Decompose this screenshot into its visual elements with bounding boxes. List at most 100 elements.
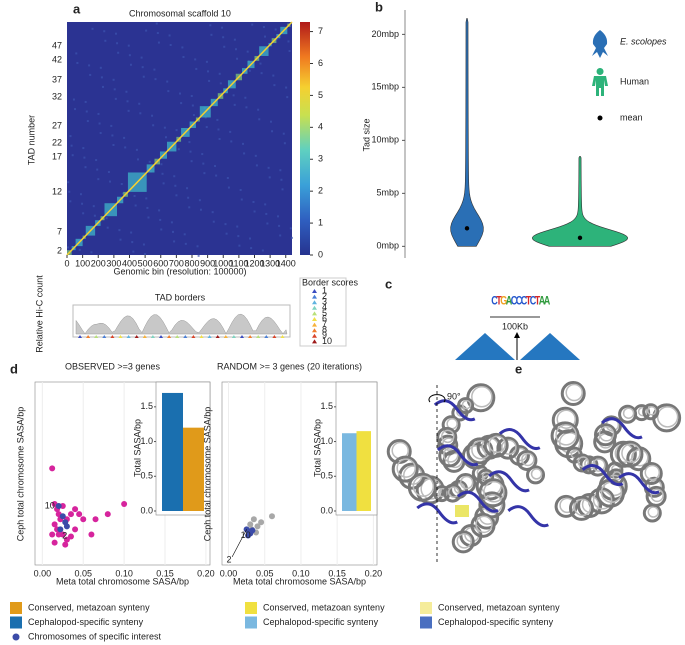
heatmap-texture [249,237,252,240]
x-axis-label: Meta total chromosome SASA/bp [233,576,366,586]
point-label: 10 [45,500,55,510]
heatmap-texture [210,33,213,36]
heatmap-texture [243,152,246,155]
heatmap-texture [232,94,235,97]
heatmap-texture [109,180,112,183]
heatmap-texture [97,178,100,181]
heatmap-texture [120,182,123,185]
chromatin-coil [622,407,635,419]
tad-label: 22 [52,137,62,147]
chromatin-coil [457,397,475,415]
heatmap-texture [218,138,221,141]
chromatin-coil [551,406,579,434]
point [55,503,62,510]
diagonal [66,21,293,256]
legend-label: 2 [322,291,327,301]
point [76,511,83,518]
chromatin-coil [488,435,506,454]
heatmap-texture [179,92,182,95]
chromatin-coil [442,447,459,463]
border-marker [240,335,244,338]
heatmap-texture [85,110,88,113]
border-marker [150,335,155,338]
heatmap-texture [163,126,166,129]
heatmap-texture [217,128,220,131]
x-tick-label: 1300 [260,258,280,268]
legend-swatch [420,616,432,629]
heatmap-texture [95,159,98,162]
heatmap-texture [201,153,204,156]
chromatin-coil [483,432,509,458]
label-leader [231,529,247,558]
heatmap-texture [266,222,269,225]
y-tick-label: 1.5 [320,401,333,411]
border-marker [248,335,253,338]
chromatin-coil [646,406,657,416]
tad-triangle [520,333,580,360]
heatmap-texture [103,30,106,33]
heatmap-texture [119,238,122,241]
heatmap-texture [261,249,264,252]
chromatin-highlight [416,502,458,525]
heatmap-texture [152,124,155,127]
bar [342,433,357,511]
heatmap-texture [114,97,117,100]
x-tick-label: 600 [153,258,168,268]
point [63,523,70,530]
heatmap-texture [265,212,268,215]
heatmap-texture [145,197,148,200]
heatmap-texture [264,35,267,38]
tad-label: 7 [57,226,62,236]
border-marker [199,335,204,338]
y-tick-label: 0.0 [140,505,153,515]
heatmap-texture [181,46,184,49]
heatmap-texture [223,45,226,48]
heatmap-texture [190,160,193,163]
heatmap-texture [68,190,71,193]
heatmap-texture [188,141,191,144]
heatmap-texture [264,203,267,206]
heatmap-texture [253,210,256,213]
border-marker [167,335,172,338]
chromatin-highlight [498,428,541,451]
heatmap-texture [255,164,258,167]
heatmap-texture [99,66,102,69]
border-marker [78,335,82,338]
track-title: TAD borders [155,292,206,302]
border-marker [94,335,99,338]
heatmap-texture [242,142,244,145]
heatmap-texture [237,235,240,238]
tad-label: 37 [52,74,62,84]
arrow-head [514,332,520,338]
chromatin-coil [451,530,475,554]
tad-triangle [455,333,515,360]
heatmap-texture [123,136,126,139]
chromatin-highlight [433,399,476,422]
heatmap-texture [159,218,162,221]
chromatin-coil [645,485,667,507]
legend-label: 3 [322,297,327,307]
colorbar-label: 1 [318,217,323,227]
heatmap-texture [202,162,205,165]
heatmap-texture [205,126,208,129]
heatmap-texture [148,160,151,163]
legend-label: 9 [322,330,327,340]
chromatin-coil [396,458,416,478]
heatmap-texture [226,177,229,180]
chromatin-coil [475,515,493,534]
y-tick-label: 0.5 [140,471,153,481]
heatmap-texture [195,67,198,70]
heatmap-texture [192,114,195,117]
heatmap-texture [92,205,95,208]
heatmap-texture [138,102,141,105]
heatmap-texture [204,116,207,119]
point [92,516,99,523]
heatmap-texture [142,75,145,78]
y-tick-label: 0.5 [320,471,333,481]
heatmap-texture [175,129,178,132]
chromatin-coil [568,495,594,521]
x-tick-label: 400 [122,258,137,268]
legend-label: Human [620,76,649,86]
heatmap-texture [162,182,165,185]
heatmap-texture [114,32,117,35]
